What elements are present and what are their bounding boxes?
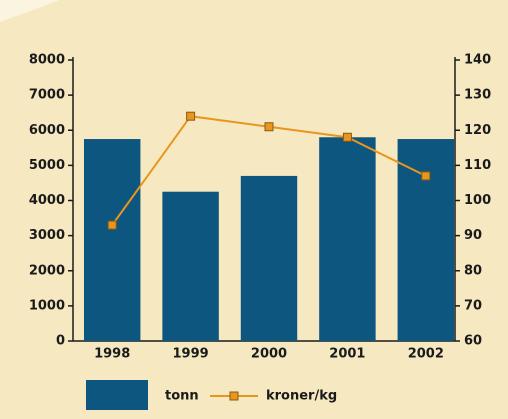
legend-label: tonn [165, 389, 199, 404]
marker [342, 132, 352, 142]
y-tick-label: 5000 [29, 158, 65, 173]
y2-tick-label: 120 [464, 123, 491, 138]
y2-tick-label: 130 [464, 88, 491, 103]
y2-tick-label: 90 [464, 228, 482, 243]
y2-tick-label: 110 [464, 158, 491, 173]
y-tick-label: 3000 [29, 228, 65, 243]
x-tick-label: 2000 [251, 347, 287, 362]
legend-marker [229, 391, 239, 401]
x-tick-label: 1999 [173, 347, 209, 362]
y-tick-label: 4000 [29, 193, 65, 208]
y2-tick-label: 100 [464, 193, 491, 208]
decoration [0, 0, 60, 22]
marker [186, 111, 196, 121]
x-tick-label: 2001 [329, 347, 365, 362]
x-tick-label: 1998 [94, 347, 130, 362]
legend-label: kroner/kg [266, 389, 337, 404]
y2-tick-label: 70 [464, 298, 482, 313]
y-tick-label: 8000 [29, 53, 65, 68]
x-tick-label: 2002 [408, 347, 444, 362]
bar [319, 137, 376, 341]
marker [264, 122, 274, 132]
bar [83, 139, 141, 341]
y-tick-label: 2000 [29, 263, 65, 278]
bar [162, 191, 219, 341]
legend-swatch [86, 380, 148, 410]
marker [421, 171, 431, 181]
y-tick-label: 7000 [29, 88, 65, 103]
y-tick-label: 6000 [29, 123, 65, 138]
y-tick-label: 1000 [29, 298, 65, 313]
bar [240, 175, 298, 341]
y2-tick-label: 60 [464, 334, 482, 349]
marker [107, 220, 117, 230]
bar [397, 139, 455, 341]
y2-tick-label: 80 [464, 263, 482, 278]
y2-tick-label: 140 [464, 53, 491, 68]
y-tick-label: 0 [56, 334, 65, 349]
